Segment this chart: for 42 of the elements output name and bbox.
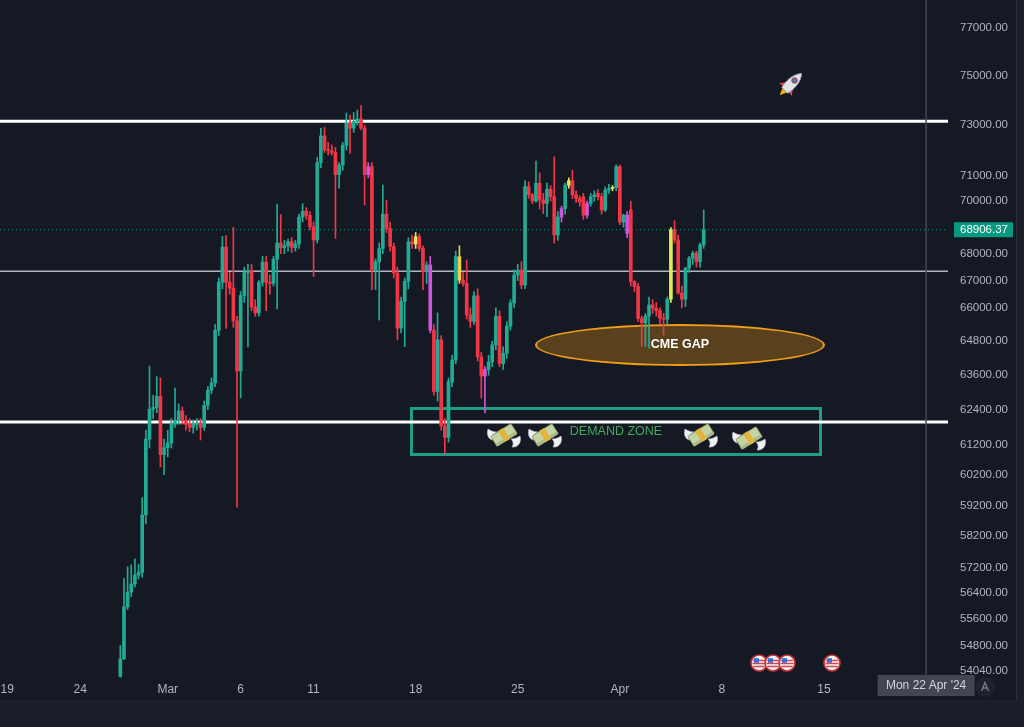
y-tick-label: 67000.00 (960, 273, 1008, 286)
x-tick-label: 19 (0, 681, 15, 696)
y-tick-label: 59200.00 (960, 498, 1008, 511)
x-tick-label: 6 (237, 681, 245, 696)
y-tick-label: 64800.00 (960, 334, 1008, 347)
y-tick-label: 71000.00 (960, 168, 1008, 181)
y-tick-label: 54040.00 (960, 664, 1008, 677)
y-tick-label: 73000.00 (960, 118, 1008, 131)
candlestick (647, 296, 651, 349)
y-tick-label: 63600.00 (960, 368, 1008, 381)
x-tick-label: 11 (307, 681, 321, 696)
annotation: DEMAND ZONE (569, 423, 663, 438)
ref-line-label: Mon 22 Apr '24 (885, 677, 967, 692)
x-tick-label: 24 (73, 681, 88, 696)
x-tick-label: 25 (511, 681, 525, 696)
x-tick-label: 15 (817, 681, 832, 696)
y-tick-label: 54800.00 (960, 638, 1008, 651)
y-tick-label: 66000.00 (960, 301, 1008, 314)
y-tick-label: 61200.00 (960, 438, 1008, 451)
y-tick-label: 75000.00 (960, 69, 1008, 82)
candlestick (275, 203, 279, 310)
y-tick-label: 70000.00 (960, 194, 1008, 207)
candlestick (348, 114, 352, 154)
candlestick (483, 366, 487, 414)
ref-line-label: 68906.37 (960, 223, 1008, 236)
y-tick-label: 58200.00 (960, 529, 1008, 542)
y-tick-label: 62400.00 (960, 402, 1008, 415)
y-tick-label: 77000.00 (960, 21, 1008, 34)
candlestick (246, 264, 250, 348)
x-tick-label: Mar (157, 681, 179, 696)
x-tick-label: 18 (408, 681, 423, 696)
x-tick-label: Apr (610, 681, 630, 696)
candlestick (195, 418, 199, 431)
y-tick-label: 57200.00 (960, 560, 1008, 573)
x-tick-label: 8 (718, 681, 726, 696)
y-tick-label: 56400.00 (960, 586, 1008, 599)
candlestick (278, 214, 283, 255)
annotation: CME GAP (650, 336, 710, 351)
y-tick-label: 60200.00 (960, 468, 1008, 481)
y-tick-label: 55600.00 (960, 612, 1008, 625)
candlestick (410, 234, 414, 249)
y-tick-label: 68000.00 (960, 246, 1008, 259)
